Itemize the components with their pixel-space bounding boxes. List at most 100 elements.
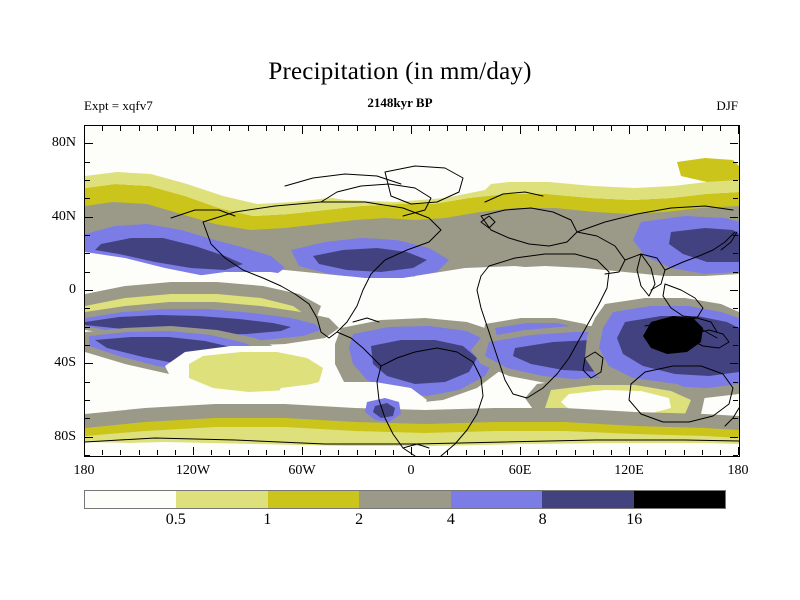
x-tick <box>139 450 140 455</box>
x-tick <box>684 126 685 131</box>
y-axis-label: 80S <box>54 428 76 444</box>
x-tick <box>84 447 85 455</box>
x-tick <box>211 450 212 455</box>
x-tick <box>665 450 666 455</box>
y-tick <box>730 217 738 218</box>
x-tick <box>447 126 448 131</box>
colorbar-band[interactable] <box>633 491 725 508</box>
colorbar-band[interactable] <box>85 491 177 508</box>
y-tick <box>730 437 738 438</box>
x-axis-label: 60W <box>288 463 316 478</box>
x-tick <box>357 450 358 455</box>
field-sahara-dry <box>435 284 593 328</box>
x-tick <box>393 450 394 455</box>
x-tick <box>211 126 212 131</box>
y-tick <box>733 400 738 401</box>
season-label: DJF <box>716 98 738 113</box>
x-tick <box>520 126 521 134</box>
colorbar-tick-label: 0.5 <box>165 511 186 528</box>
y-tick <box>85 272 90 273</box>
y-tick <box>730 290 738 291</box>
x-tick <box>520 447 521 455</box>
y-tick <box>733 382 738 383</box>
x-tick <box>720 450 721 455</box>
x-tick <box>702 450 703 455</box>
colorbar-band[interactable] <box>267 491 360 508</box>
colorbar-band[interactable] <box>176 491 268 508</box>
colorbar-tick-label: 8 <box>538 511 547 528</box>
x-tick <box>738 447 739 455</box>
x-tick <box>538 450 539 455</box>
x-tick <box>665 126 666 131</box>
x-tick <box>647 450 648 455</box>
x-tick <box>447 450 448 455</box>
y-tick <box>85 253 90 254</box>
y-tick <box>85 235 90 236</box>
y-tick <box>733 455 738 456</box>
x-tick <box>738 126 739 134</box>
x-tick <box>684 450 685 455</box>
x-tick <box>175 450 176 455</box>
y-tick <box>85 143 93 144</box>
y-tick <box>85 162 90 163</box>
x-tick <box>502 450 503 455</box>
y-axis-label: 40N <box>51 208 76 224</box>
y-tick <box>733 272 738 273</box>
x-tick <box>266 126 267 131</box>
y-tick <box>85 327 90 328</box>
x-tick <box>556 126 557 131</box>
colorbar[interactable] <box>84 490 726 509</box>
colorbar-tick-label: 16 <box>626 511 643 528</box>
x-tick <box>575 126 576 131</box>
x-tick <box>647 126 648 131</box>
x-axis-label: 0 <box>407 463 415 478</box>
page-title: Precipitation (in mm/day) <box>268 58 532 85</box>
x-tick <box>484 126 485 131</box>
y-tick <box>733 253 738 254</box>
y-tick <box>730 143 738 144</box>
x-tick <box>139 126 140 131</box>
y-tick <box>85 400 90 401</box>
y-tick <box>85 125 90 126</box>
x-tick <box>393 126 394 131</box>
x-tick <box>702 126 703 131</box>
x-tick <box>102 450 103 455</box>
y-axis-label: 80N <box>51 135 76 151</box>
x-axis-label: 120W <box>175 463 211 478</box>
x-tick <box>429 450 430 455</box>
x-tick <box>629 447 630 455</box>
field-southern-ocean <box>85 398 739 456</box>
colorbar-band[interactable] <box>359 491 451 508</box>
x-tick <box>502 126 503 131</box>
x-tick <box>429 126 430 131</box>
y-axis-label: 40S <box>54 355 76 371</box>
x-tick <box>320 126 321 131</box>
map-plot-area <box>84 125 740 457</box>
x-tick <box>411 447 412 455</box>
x-tick <box>284 450 285 455</box>
x-tick <box>375 126 376 131</box>
experiment-label: Expt = xqfv7 <box>84 98 153 113</box>
precipitation-map <box>85 126 739 456</box>
x-tick <box>157 450 158 455</box>
x-tick <box>284 126 285 131</box>
field-north-pacific-stormtrack <box>85 216 739 280</box>
y-tick <box>733 308 738 309</box>
x-tick <box>229 126 230 131</box>
y-tick <box>85 308 90 309</box>
y-tick <box>733 180 738 181</box>
x-tick <box>484 450 485 455</box>
x-tick <box>466 126 467 131</box>
y-tick <box>85 418 90 419</box>
colorbar-band[interactable] <box>542 491 634 508</box>
y-tick <box>733 327 738 328</box>
x-tick <box>611 126 612 131</box>
x-tick <box>411 126 412 134</box>
x-tick <box>266 450 267 455</box>
x-tick <box>611 450 612 455</box>
field-central-pacific-dry <box>165 346 335 398</box>
colorbar-band[interactable] <box>450 491 543 508</box>
y-axis-label: 0 <box>69 282 76 297</box>
colorbar-tick-label: 1 <box>263 511 272 528</box>
colorbar-tick-label: 4 <box>446 511 455 528</box>
